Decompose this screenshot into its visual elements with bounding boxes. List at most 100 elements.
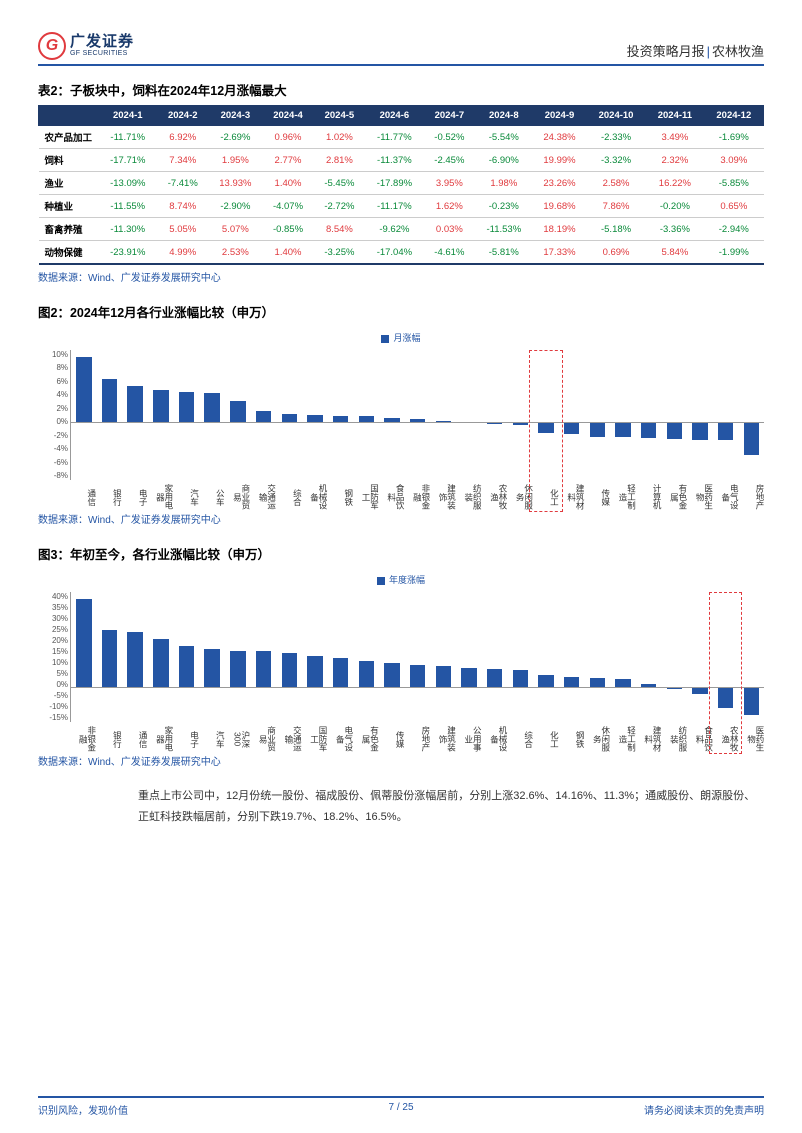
footer-left: 识别风险，发现价值: [38, 1102, 128, 1117]
x-label: 国防军工: [353, 480, 379, 512]
x-label: 商业贸易: [224, 480, 250, 512]
bar-slot: [199, 350, 225, 480]
cell: -0.52%: [424, 126, 475, 149]
cell: 8.74%: [157, 195, 208, 218]
row-name: 农产品加工: [39, 126, 99, 149]
chart3-yaxis: 40%35%30%25%20%15%10%5%0%-5%-10%-15%: [38, 592, 70, 722]
x-label: 建筑装饰: [430, 480, 456, 512]
logo-en: GF SECURITIES: [70, 50, 134, 58]
x-label: 沪深300: [224, 722, 250, 754]
x-label: 商业贸易: [250, 722, 276, 754]
bar-slot: [276, 350, 302, 480]
x-label: 通信: [70, 480, 96, 512]
cell: -3.32%: [586, 149, 645, 172]
row-name: 种植业: [39, 195, 99, 218]
bar-slot: [482, 350, 508, 480]
bar-slot: [738, 592, 764, 722]
bar: [256, 411, 271, 422]
bar: [590, 422, 605, 436]
bar: [564, 422, 579, 434]
chart2-yaxis: 10%8%6%4%2%0%-2%-4%-6%-8%: [38, 350, 70, 480]
logo-mark: G: [38, 32, 66, 60]
cell: 2.58%: [586, 172, 645, 195]
bar-slot: [225, 350, 251, 480]
page-footer: 识别风险，发现价值 7 / 25 请务必阅读末页的免责声明: [38, 1096, 764, 1117]
bar-slot: [507, 350, 533, 480]
cell: -5.54%: [475, 126, 533, 149]
logo: G 广发证券 GF SECURITIES: [38, 32, 134, 60]
bar-slot: [122, 592, 148, 722]
cell: 1.98%: [475, 172, 533, 195]
x-label: 有色金属: [353, 722, 379, 754]
bar: [538, 675, 553, 687]
cell: -2.69%: [208, 126, 262, 149]
x-label: 食品饮料: [687, 722, 713, 754]
cell: 0.65%: [704, 195, 763, 218]
cell: 5.84%: [646, 241, 704, 265]
col-header: 2024-11: [646, 106, 704, 126]
x-label: 电气设备: [713, 480, 739, 512]
cell: -11.53%: [475, 218, 533, 241]
cell: -11.30%: [99, 218, 158, 241]
cell: -2.45%: [424, 149, 475, 172]
x-label: 银行: [96, 722, 122, 754]
cell: -5.85%: [704, 172, 763, 195]
cell: -6.90%: [475, 149, 533, 172]
col-header: 2024-7: [424, 106, 475, 126]
cell: 8.54%: [314, 218, 365, 241]
cell: 1.40%: [262, 172, 313, 195]
x-label: 电气设备: [327, 722, 353, 754]
cell: 3.49%: [646, 126, 704, 149]
bar-slot: [122, 350, 148, 480]
cell: -11.55%: [99, 195, 158, 218]
x-label: 农林牧渔: [713, 722, 739, 754]
bar: [564, 677, 579, 686]
x-label: 传媒: [378, 722, 404, 754]
bar-slot: [559, 350, 585, 480]
cell: 5.07%: [208, 218, 262, 241]
x-label: 房地产: [404, 722, 430, 754]
bar: [179, 646, 194, 686]
bar-slot: [533, 350, 559, 480]
cell: 2.77%: [262, 149, 313, 172]
bar: [76, 357, 91, 422]
x-label: 汽车: [173, 480, 199, 512]
col-header: 2024-10: [586, 106, 645, 126]
x-label: 交通运输: [276, 722, 302, 754]
x-label: 电子: [173, 722, 199, 754]
bar-slot: [713, 592, 739, 722]
cell: 0.96%: [262, 126, 313, 149]
x-label: 汽车: [199, 722, 225, 754]
bar: [127, 632, 142, 686]
cell: -11.71%: [99, 126, 158, 149]
bar-slot: [584, 350, 610, 480]
footer-right: 请务必阅读末页的免责声明: [644, 1102, 764, 1117]
cell: -0.23%: [475, 195, 533, 218]
body-text: 重点上市公司中，12月份统一股份、福成股份、佩蒂股份涨幅居前，分别上涨32.6%…: [38, 786, 764, 828]
x-label: 机械设备: [301, 480, 327, 512]
bar: [718, 422, 733, 440]
x-label: 休闲服务: [584, 722, 610, 754]
x-label: 传媒: [584, 480, 610, 512]
row-name: 动物保健: [39, 241, 99, 265]
logo-cn: 广发证券: [70, 34, 134, 51]
x-label: 综合: [507, 722, 533, 754]
bar: [718, 687, 733, 708]
row-name: 畜禽养殖: [39, 218, 99, 241]
chart2-source: 数据来源：Wind、广发证券发展研究中心: [38, 511, 764, 526]
chart3: 年度涨幅 40%35%30%25%20%15%10%5%0%-5%-10%-15…: [38, 569, 764, 749]
bar-slot: [584, 592, 610, 722]
col-header: 2024-4: [262, 106, 313, 126]
x-label: 医药生物: [738, 722, 764, 754]
cell: -5.18%: [586, 218, 645, 241]
bar-slot: [636, 592, 662, 722]
x-label: 公车: [199, 480, 225, 512]
x-label: 建筑装饰: [430, 722, 456, 754]
bar-slot: [610, 350, 636, 480]
bar-slot: [507, 592, 533, 722]
bar: [307, 656, 322, 687]
bar: [179, 392, 194, 422]
x-label: 轻工制造: [610, 480, 636, 512]
bar-slot: [738, 350, 764, 480]
bar: [102, 630, 117, 687]
